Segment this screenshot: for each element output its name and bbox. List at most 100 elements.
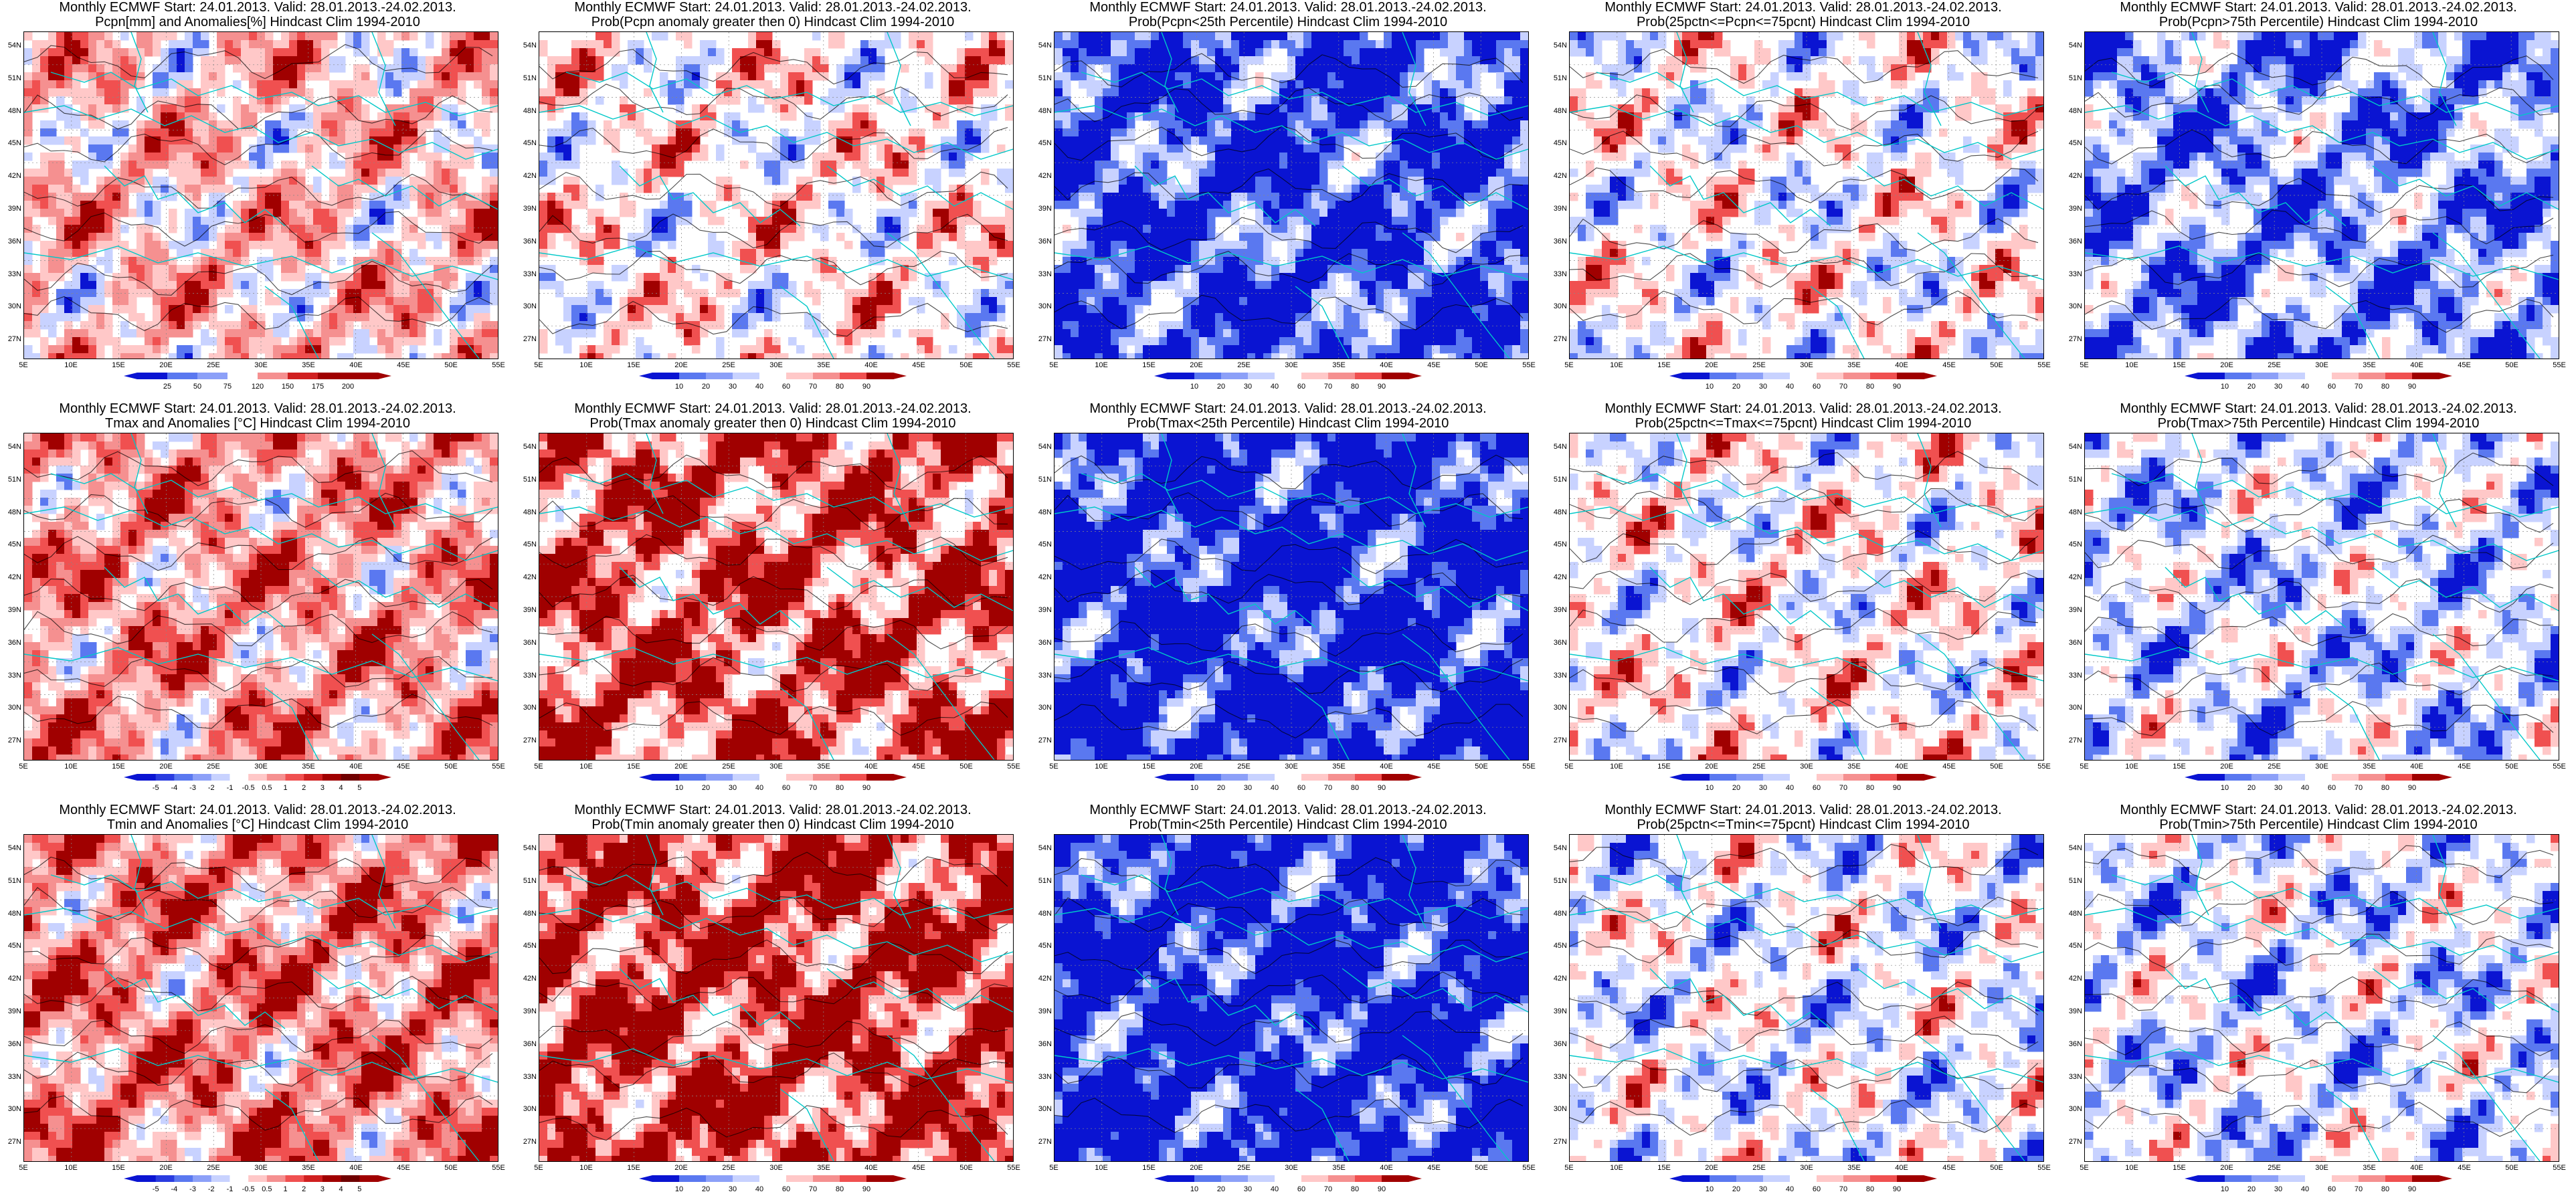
panel-title-line1: Monthly ECMWF Start: 24.01.2013. Valid: … [2061, 803, 2576, 817]
longitude-tick-label: 40E [1376, 361, 1396, 369]
latitude-tick-label: 42N [4, 975, 21, 983]
longitude-tick-label: 5E [13, 361, 33, 369]
colorbar-tick-label: 30 [2274, 1185, 2282, 1193]
latitude-tick-label: 54N [4, 41, 21, 49]
longitude-tick-label: 20E [1186, 361, 1206, 369]
colorbar-tick-label: 10 [2221, 383, 2229, 391]
longitude-tick-label: 15E [1654, 361, 1674, 369]
longitude-tick-label: 30E [1797, 763, 1817, 771]
longitude-tick-label: 25E [1234, 763, 1254, 771]
latitude-tick-label: 39N [1550, 205, 1567, 213]
longitude-tick-label: 15E [2169, 361, 2189, 369]
map-panel-p00: Monthly ECMWF Start: 24.01.2013. Valid: … [0, 0, 515, 401]
longitude-tick-label: 15E [108, 1164, 128, 1172]
longitude-tick-label: 45E [909, 361, 929, 369]
colorbar-tick-label: 80 [836, 383, 844, 391]
latitude-tick-label: 27N [1034, 1138, 1052, 1146]
latitude-tick-label: 48N [1034, 107, 1052, 115]
colorbar-tick-label: 90 [862, 383, 870, 391]
colorbar-tick-label: 10 [1706, 784, 1714, 792]
latitude-tick-label: 48N [519, 910, 537, 918]
colorbar-tick-label: 90 [1378, 383, 1386, 391]
latitude-tick-label: 42N [4, 172, 21, 180]
longitude-tick-label: 40E [861, 1164, 881, 1172]
colorbar-tick-label: 60 [782, 784, 790, 792]
latitude-tick-label: 39N [519, 205, 537, 213]
latitude-tick-label: 27N [4, 1138, 21, 1146]
colorbar-tick-label: 60 [2328, 784, 2336, 792]
longitude-tick-label: 50E [441, 763, 461, 771]
latitude-tick-label: 33N [4, 672, 21, 680]
latitude-tick-label: 45N [1550, 139, 1567, 147]
colorbar-tick-label: 70 [1324, 1185, 1332, 1193]
panel-title-line2: Prob(25pctn<=Pcpn<=75pcnt) Hindcast Clim… [1546, 15, 2061, 29]
panel-title-line1: Monthly ECMWF Start: 24.01.2013. Valid: … [515, 803, 1030, 817]
map-panel-p12: Monthly ECMWF Start: 24.01.2013. Valid: … [1030, 401, 1546, 803]
map-panel-p24: Monthly ECMWF Start: 24.01.2013. Valid: … [2061, 803, 2576, 1204]
latitude-tick-label: 54N [1550, 41, 1567, 49]
longitude-tick-label: 50E [441, 361, 461, 369]
latitude-tick-label: 27N [1550, 335, 1567, 343]
colorbar-tick-label: 90 [1378, 784, 1386, 792]
panel-title-line2: Pcpn[mm] and Anomalies[%] Hindcast Clim … [0, 15, 515, 29]
panel-title-line1: Monthly ECMWF Start: 24.01.2013. Valid: … [0, 803, 515, 817]
latitude-tick-label: 42N [1550, 573, 1567, 581]
colorbar-tick-label: 1 [283, 1185, 287, 1193]
colorbar-tick-label: 40 [755, 1185, 763, 1193]
latitude-tick-label: 27N [2065, 1138, 2082, 1146]
latitude-tick-label: 54N [519, 844, 537, 852]
colorbar-legend: 10 20 30 40 60 70 80 90 [1151, 371, 1425, 393]
colorbar-tick-label: 60 [1297, 383, 1305, 391]
latitude-tick-label: 39N [4, 205, 21, 213]
panel-title-line2: Prob(Tmin anomaly greater then 0) Hindca… [515, 817, 1030, 832]
colorbar-tick-label: 80 [2381, 1185, 2389, 1193]
latitude-tick-label: 54N [519, 443, 537, 451]
colorbar-tick-label: 90 [1378, 1185, 1386, 1193]
latitude-tick-label: 51N [2065, 74, 2082, 82]
longitude-tick-label: 50E [1471, 763, 1491, 771]
forecast-map [1569, 834, 2044, 1162]
latitude-tick-label: 48N [4, 508, 21, 516]
colorbar-legend: 10 20 30 40 60 70 80 90 [636, 773, 910, 794]
colorbar-tick-label: 20 [1732, 1185, 1740, 1193]
latitude-tick-label: 45N [1550, 540, 1567, 548]
colorbar-tick-label: 30 [1759, 1185, 1767, 1193]
longitude-tick-label: 15E [1654, 1164, 1674, 1172]
colorbar-tick-label: 80 [2381, 383, 2389, 391]
colorbar-tick-label: 60 [1813, 383, 1821, 391]
map-panel-p04: Monthly ECMWF Start: 24.01.2013. Valid: … [2061, 0, 2576, 401]
longitude-tick-label: 30E [1281, 763, 1301, 771]
panel-title-line1: Monthly ECMWF Start: 24.01.2013. Valid: … [1546, 0, 2061, 15]
longitude-tick-label: 5E [529, 1164, 549, 1172]
map-panel-p14: Monthly ECMWF Start: 24.01.2013. Valid: … [2061, 401, 2576, 803]
forecast-map [23, 433, 498, 761]
latitude-tick-label: 30N [2065, 302, 2082, 310]
latitude-tick-label: 33N [1550, 270, 1567, 278]
panel-title-line2: Prob(Tmax anomaly greater then 0) Hindca… [515, 416, 1030, 431]
longitude-tick-label: 20E [1701, 361, 1722, 369]
latitude-tick-label: 51N [519, 476, 537, 484]
latitude-tick-label: 27N [2065, 736, 2082, 744]
panel-title-line1: Monthly ECMWF Start: 24.01.2013. Valid: … [1030, 401, 1546, 416]
longitude-tick-label: 30E [251, 763, 271, 771]
longitude-tick-label: 10E [1091, 361, 1111, 369]
longitude-tick-label: 30E [251, 1164, 271, 1172]
colorbar-tick-label: 90 [862, 1185, 870, 1193]
colorbar-legend: 10 20 30 40 60 70 80 90 [1666, 371, 1940, 393]
latitude-tick-label: 51N [1550, 877, 1567, 885]
longitude-tick-label: 5E [1044, 1164, 1064, 1172]
colorbar-tick-label: 30 [1244, 1185, 1252, 1193]
latitude-tick-label: 27N [519, 736, 537, 744]
longitude-tick-label: 15E [1654, 763, 1674, 771]
panel-title-line1: Monthly ECMWF Start: 24.01.2013. Valid: … [1030, 803, 1546, 817]
colorbar-tick-label: 75 [223, 383, 232, 391]
longitude-tick-label: 25E [1234, 361, 1254, 369]
latitude-tick-label: 42N [519, 573, 537, 581]
longitude-tick-label: 5E [2074, 763, 2094, 771]
latitude-tick-label: 33N [519, 1073, 537, 1081]
latitude-tick-label: 30N [1550, 1105, 1567, 1113]
longitude-tick-label: 45E [1424, 763, 1444, 771]
longitude-tick-label: 25E [1234, 1164, 1254, 1172]
colorbar-tick-label: 80 [1351, 784, 1359, 792]
latitude-tick-label: 36N [1034, 1040, 1052, 1048]
